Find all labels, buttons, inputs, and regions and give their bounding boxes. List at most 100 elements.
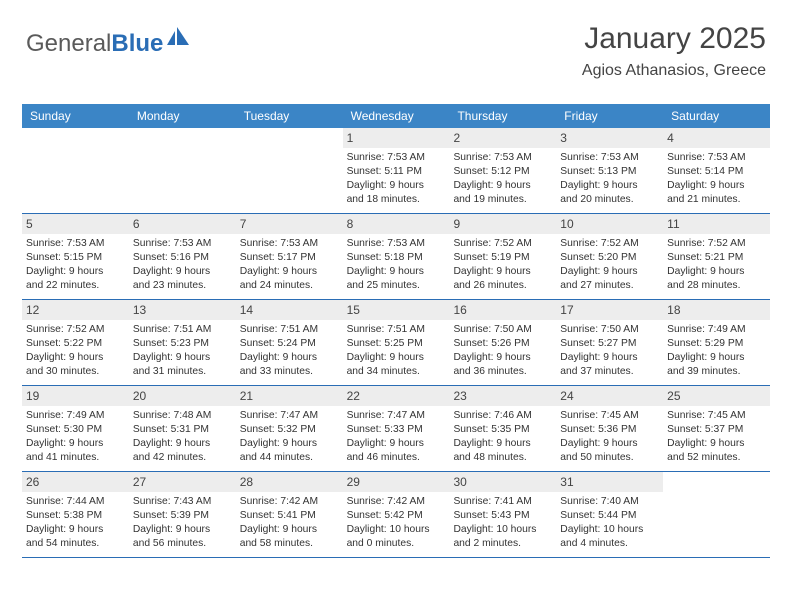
sun-info-line: Daylight: 9 hours	[667, 179, 766, 193]
sun-info-line: Sunset: 5:22 PM	[26, 337, 125, 351]
day-number: 3	[556, 128, 663, 148]
calendar-cell: 24Sunrise: 7:45 AMSunset: 5:36 PMDayligh…	[556, 386, 663, 471]
sun-info: Sunrise: 7:45 AMSunset: 5:37 PMDaylight:…	[667, 409, 766, 465]
sun-info-line: Sunset: 5:19 PM	[453, 251, 552, 265]
sun-info: Sunrise: 7:49 AMSunset: 5:29 PMDaylight:…	[667, 323, 766, 379]
sun-info-line: Daylight: 9 hours	[347, 265, 446, 279]
sun-info-line: Sunset: 5:25 PM	[347, 337, 446, 351]
sun-info-line: Sunset: 5:16 PM	[133, 251, 232, 265]
sun-info-line: Sunrise: 7:53 AM	[667, 151, 766, 165]
sun-info-line: Sunrise: 7:42 AM	[347, 495, 446, 509]
sun-info-line: Daylight: 9 hours	[453, 265, 552, 279]
sun-info-line: and 26 minutes.	[453, 279, 552, 293]
sun-info-line: Sunset: 5:26 PM	[453, 337, 552, 351]
sun-info-line: and 25 minutes.	[347, 279, 446, 293]
calendar-cell: 3Sunrise: 7:53 AMSunset: 5:13 PMDaylight…	[556, 128, 663, 213]
calendar-cell: 23Sunrise: 7:46 AMSunset: 5:35 PMDayligh…	[449, 386, 556, 471]
calendar-cell: 26Sunrise: 7:44 AMSunset: 5:38 PMDayligh…	[22, 472, 129, 557]
sun-info-line: Sunset: 5:20 PM	[560, 251, 659, 265]
day-number: 1	[343, 128, 450, 148]
location-label: Agios Athanasios, Greece	[582, 62, 766, 80]
sun-info-line: Sunrise: 7:45 AM	[667, 409, 766, 423]
sun-info-line: Daylight: 9 hours	[560, 179, 659, 193]
day-number: 11	[663, 214, 770, 234]
sun-info: Sunrise: 7:53 AMSunset: 5:17 PMDaylight:…	[240, 237, 339, 293]
sun-info-line: Sunset: 5:18 PM	[347, 251, 446, 265]
calendar-cell: 19Sunrise: 7:49 AMSunset: 5:30 PMDayligh…	[22, 386, 129, 471]
sun-info-line: Sunrise: 7:52 AM	[667, 237, 766, 251]
sun-info-line: and 31 minutes.	[133, 365, 232, 379]
sun-info-line: Sunset: 5:11 PM	[347, 165, 446, 179]
sun-info-line: Daylight: 10 hours	[453, 523, 552, 537]
sun-info: Sunrise: 7:45 AMSunset: 5:36 PMDaylight:…	[560, 409, 659, 465]
day-header: Thursday	[449, 104, 556, 128]
day-number: 15	[343, 300, 450, 320]
sun-info-line: Daylight: 9 hours	[240, 265, 339, 279]
day-number: 9	[449, 214, 556, 234]
day-number: 12	[22, 300, 129, 320]
calendar-cell: 27Sunrise: 7:43 AMSunset: 5:39 PMDayligh…	[129, 472, 236, 557]
sun-info-line: Sunset: 5:33 PM	[347, 423, 446, 437]
sun-info-line: Sunrise: 7:43 AM	[133, 495, 232, 509]
sun-info-line: Sunset: 5:12 PM	[453, 165, 552, 179]
sun-info: Sunrise: 7:51 AMSunset: 5:24 PMDaylight:…	[240, 323, 339, 379]
sun-info: Sunrise: 7:52 AMSunset: 5:21 PMDaylight:…	[667, 237, 766, 293]
sun-info-line: Daylight: 9 hours	[133, 437, 232, 451]
calendar-cell: 12 Sunrise: 7:52 AMSunset: 5:22 PMDayligh…	[22, 300, 129, 385]
sun-info: Sunrise: 7:40 AMSunset: 5:44 PMDaylight:…	[560, 495, 659, 551]
sun-info-line: Daylight: 9 hours	[667, 437, 766, 451]
sun-info-line: and 18 minutes.	[347, 193, 446, 207]
sun-info-line: Sunrise: 7:52 AM	[453, 237, 552, 251]
calendar-cell: 10Sunrise: 7:52 AMSunset: 5:20 PMDayligh…	[556, 214, 663, 299]
calendar-cell	[22, 128, 129, 213]
sun-info-line: Daylight: 9 hours	[667, 351, 766, 365]
sun-info-line: Daylight: 9 hours	[453, 179, 552, 193]
sun-info-line: Daylight: 9 hours	[240, 351, 339, 365]
sun-info-line: Sunrise: 7:51 AM	[347, 323, 446, 337]
sun-info-line: and 50 minutes.	[560, 451, 659, 465]
calendar-cell: 8Sunrise: 7:53 AMSunset: 5:18 PMDaylight…	[343, 214, 450, 299]
calendar-cell: 29Sunrise: 7:42 AMSunset: 5:42 PMDayligh…	[343, 472, 450, 557]
sun-info-line: Daylight: 9 hours	[26, 265, 125, 279]
calendar-cell: 31Sunrise: 7:40 AMSunset: 5:44 PMDayligh…	[556, 472, 663, 557]
sun-info-line: and 4 minutes.	[560, 537, 659, 551]
day-number: 19	[22, 386, 129, 406]
page-header: January 2025 Agios Athanasios, Greece	[582, 22, 766, 80]
page-title: January 2025	[582, 22, 766, 56]
calendar-cell	[129, 128, 236, 213]
sun-info-line: Sunrise: 7:40 AM	[560, 495, 659, 509]
sun-info-line: and 28 minutes.	[667, 279, 766, 293]
sun-info-line: and 42 minutes.	[133, 451, 232, 465]
sun-info-line: Daylight: 9 hours	[453, 437, 552, 451]
calendar-cell: 9 Sunrise: 7:52 AMSunset: 5:19 PMDaylight…	[449, 214, 556, 299]
sun-info: Sunrise: 7:52 AMSunset: 5:22 PMDaylight:…	[26, 323, 125, 379]
sun-info-line: and 48 minutes.	[453, 451, 552, 465]
calendar-cell: 1Sunrise: 7:53 AMSunset: 5:11 PMDaylight…	[343, 128, 450, 213]
calendar-cell: 13Sunrise: 7:51 AMSunset: 5:23 PMDayligh…	[129, 300, 236, 385]
day-header: Tuesday	[236, 104, 343, 128]
sun-info-line: Sunrise: 7:53 AM	[347, 237, 446, 251]
sun-info-line: and 41 minutes.	[26, 451, 125, 465]
sun-info-line: Sunset: 5:37 PM	[667, 423, 766, 437]
calendar-cell: 11 Sunrise: 7:52 AMSunset: 5:21 PMDayligh…	[663, 214, 770, 299]
sun-info-line: Sunset: 5:21 PM	[667, 251, 766, 265]
sun-info: Sunrise: 7:53 AMSunset: 5:15 PMDaylight:…	[26, 237, 125, 293]
sun-info-line: Sunset: 5:29 PM	[667, 337, 766, 351]
day-number: 26	[22, 472, 129, 492]
sun-info-line: Daylight: 9 hours	[667, 265, 766, 279]
sun-info-line: Sunrise: 7:42 AM	[240, 495, 339, 509]
sun-info: Sunrise: 7:52 AMSunset: 5:19 PMDaylight:…	[453, 237, 552, 293]
sun-info-line: Daylight: 9 hours	[240, 437, 339, 451]
sun-info: Sunrise: 7:53 AMSunset: 5:12 PMDaylight:…	[453, 151, 552, 207]
sun-info-line: Daylight: 10 hours	[347, 523, 446, 537]
day-number: 29	[343, 472, 450, 492]
day-number: 7	[236, 214, 343, 234]
sun-info-line: and 34 minutes.	[347, 365, 446, 379]
sun-info-line: Sunrise: 7:45 AM	[560, 409, 659, 423]
calendar-cell: 20Sunrise: 7:48 AMSunset: 5:31 PMDayligh…	[129, 386, 236, 471]
sun-info-line: and 30 minutes.	[26, 365, 125, 379]
sun-info: Sunrise: 7:50 AMSunset: 5:26 PMDaylight:…	[453, 323, 552, 379]
day-number: 17	[556, 300, 663, 320]
sun-info-line: Sunset: 5:27 PM	[560, 337, 659, 351]
calendar-cell: 14Sunrise: 7:51 AMSunset: 5:24 PMDayligh…	[236, 300, 343, 385]
